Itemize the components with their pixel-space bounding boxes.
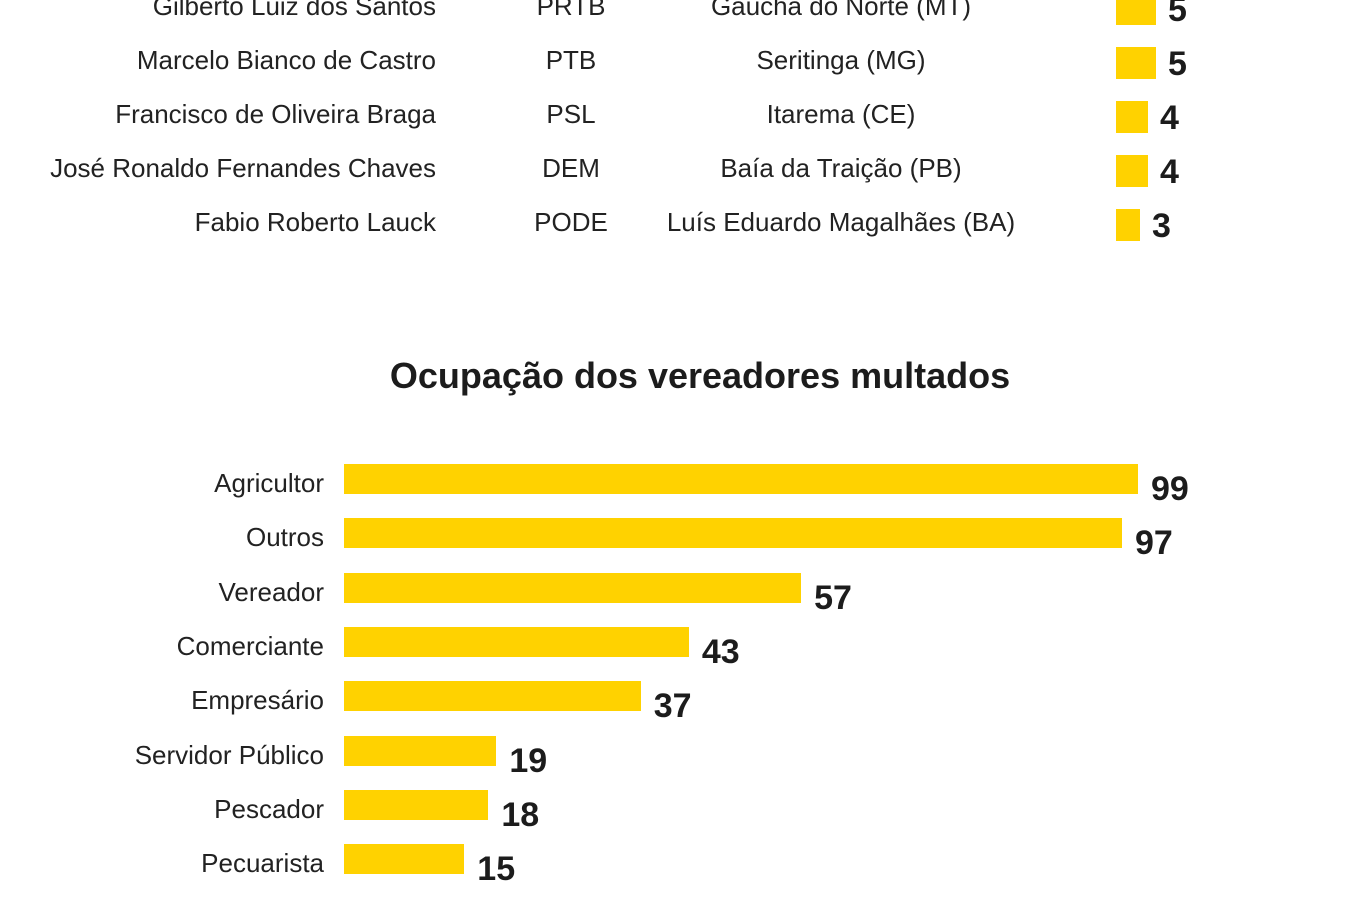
party-name: DEM [542, 153, 600, 183]
occupation-bar [344, 681, 641, 712]
value-label: 97 [1134, 524, 1173, 563]
party-name: PRTB [536, 0, 606, 21]
fine-count-label: 5 [1168, 45, 1187, 83]
city-name: Luís Eduardo Magalhães (BA) [666, 207, 1016, 237]
category-label: Pescador [214, 793, 324, 824]
city-name: Itarema (CE) [766, 99, 916, 129]
category-label: Agricultor [214, 468, 324, 498]
occupation-bar [344, 518, 1122, 549]
value-label: 99 [1151, 470, 1189, 508]
value-label: 19 [509, 741, 548, 780]
city-name: Baía da Traição (PB) [720, 153, 962, 183]
fine-count-bar [1116, 0, 1156, 25]
category-label: Comerciante [176, 630, 324, 661]
city-name: Gaúcha do Norte (MT) [710, 0, 972, 21]
fine-count-bar [1116, 209, 1140, 241]
councillor-name: Francisco de Oliveira Braga [115, 99, 436, 129]
fine-count-bar [1116, 155, 1148, 187]
party-name: PTB [545, 45, 597, 75]
fine-count-label: 4 [1160, 99, 1179, 137]
occupation-bar [344, 464, 1138, 494]
occupation-bar [344, 626, 689, 657]
occupation-bar [344, 735, 497, 766]
occupation-bar [344, 789, 489, 820]
category-label: Outros [245, 522, 324, 553]
councillor-name: José Ronaldo Fernandes Chaves [50, 153, 436, 183]
fine-count-bar [1116, 101, 1148, 133]
fine-count-label: 5 [1168, 0, 1187, 29]
councillor-name: Fabio Roberto Lauck [194, 207, 436, 237]
category-label: Vereador [218, 576, 324, 607]
councillor-name: Marcelo Bianco de Castro [136, 45, 436, 75]
value-label: 57 [814, 578, 852, 617]
city-name: Seritinga (MG) [756, 45, 926, 75]
category-label: Empresário [191, 685, 324, 716]
fine-count-label: 3 [1152, 207, 1171, 245]
occupation-bar [344, 844, 465, 875]
party-name: PODE [534, 207, 608, 237]
fine-count-bar [1116, 47, 1156, 79]
category-label: Pecuarista [201, 848, 324, 879]
occupation-bar [344, 572, 802, 603]
value-label: 15 [477, 850, 516, 889]
party-name: PSL [546, 99, 596, 129]
value-label: 18 [501, 795, 540, 834]
value-label: 43 [701, 632, 740, 671]
fine-count-label: 4 [1160, 153, 1179, 191]
category-label: Servidor Público [134, 739, 324, 770]
councillor-name: Gilberto Luiz dos Santos [152, 0, 436, 21]
occupation-chart-title: Ocupação dos vereadores multados [389, 355, 1011, 396]
value-label: 37 [653, 687, 692, 726]
